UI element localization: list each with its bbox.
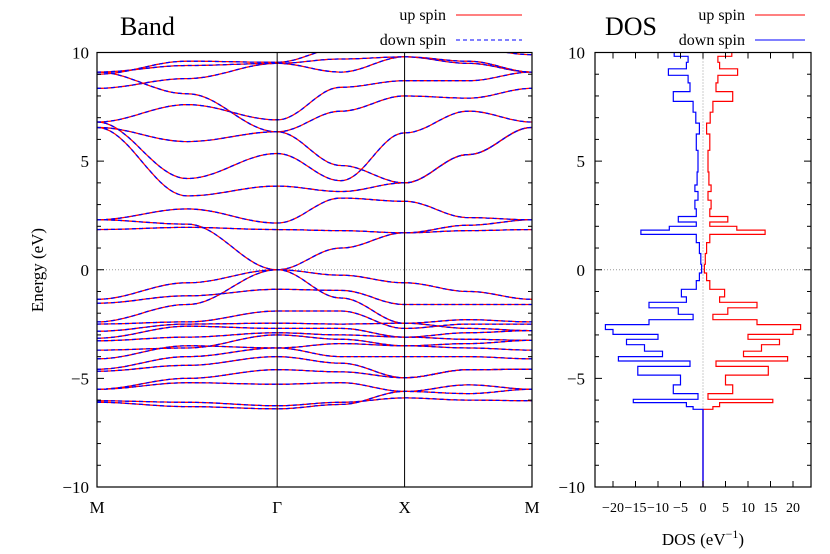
y-tick-label: −5 [567, 369, 585, 388]
y-tick-label: −10 [558, 478, 585, 497]
band-down-spin-6 [97, 71, 532, 123]
band-up-spin-4 [97, 110, 532, 182]
band-down-spin-25 [97, 388, 532, 410]
band-frame [96, 51, 533, 488]
band-up-spin-6 [97, 71, 532, 123]
band-title: Band [120, 12, 175, 41]
band-down-spin-1 [97, 219, 532, 271]
band-down-spin-0 [97, 226, 532, 234]
band-down-spin-2 [97, 197, 532, 224]
band-down-spin-12 [97, 288, 532, 306]
band-down-spin-3 [97, 126, 532, 197]
dos-title: DOS [605, 12, 657, 41]
band-up-spin-3 [97, 126, 532, 197]
band-down-spin-5 [97, 87, 532, 143]
k-label-3: M [524, 498, 539, 517]
x-tick-label: 10 [741, 501, 755, 516]
band-down-spin-21 [97, 355, 532, 379]
band-down-spin-22 [97, 368, 532, 390]
band-down-spin-23 [97, 382, 532, 393]
band-down-spin-9 [97, 71, 532, 184]
dos-xlabel-main: DOS (eV [662, 530, 726, 549]
dos-down-spin-line [604, 52, 704, 487]
band-up-spin-21 [97, 355, 532, 379]
y-tick-label: 5 [577, 152, 586, 171]
band-down-spin-20 [97, 347, 532, 370]
x-tick-label: −15 [625, 501, 647, 516]
dos-up-spin-line [702, 52, 802, 487]
band-legend-up-label: up spin [399, 7, 446, 24]
band-down-spin-17 [97, 332, 532, 342]
band-down-spin-16 [97, 325, 532, 339]
band-legend-down-label: down spin [380, 32, 446, 49]
band-down-spin-18 [97, 334, 532, 351]
y-tick-label: −5 [71, 369, 89, 388]
band-down-spin-11 [97, 269, 532, 300]
y-tick-label: 5 [81, 152, 90, 171]
band-down-spin-13 [97, 269, 532, 324]
k-label-0: M [89, 498, 104, 517]
band-down-spin-24 [97, 397, 532, 407]
dos-xlabel-sup: −1 [726, 527, 739, 541]
band-down-spin-4 [97, 110, 532, 182]
band-up-spin-5 [97, 87, 532, 143]
band-down-spin-19 [97, 342, 532, 360]
x-tick-label: 0 [700, 501, 707, 516]
y-axis-label: Energy (eV) [28, 228, 47, 312]
band-down-spin-10 [97, 52, 532, 75]
y-tick-label: 10 [568, 44, 585, 63]
y-tick-label: 0 [81, 261, 90, 280]
x-tick-label: 5 [722, 501, 729, 516]
dos-legend-down-label: down spin [679, 32, 745, 49]
dos-legend-up-label: up spin [698, 7, 745, 24]
dos-frame [594, 51, 812, 488]
dos-lines [595, 52, 811, 487]
y-tick-label: 10 [72, 44, 89, 63]
band-up-spin-11 [97, 269, 532, 300]
x-tick-label: 20 [786, 501, 800, 516]
x-tick-label: −10 [647, 501, 669, 516]
k-label-2: X [398, 498, 410, 517]
dos-x-axis-label: DOS (eV−1) [662, 527, 744, 549]
band-panel: Band up spin down spin Energy (eV) M Γ X M−… [28, 7, 540, 517]
band-up-spin-22 [97, 368, 532, 390]
x-tick-label: −5 [673, 501, 688, 516]
band-down-spin-8 [97, 56, 532, 73]
x-tick-label: 15 [764, 501, 778, 516]
dos-xlabel-close: ) [738, 530, 744, 549]
band-up-spin-9 [97, 71, 532, 184]
band-down-spin-15 [97, 322, 532, 332]
band-down-spin-7 [97, 56, 532, 89]
dos-panel: DOS up spin down spin DOS (eV−1) −20 −15−… [558, 7, 812, 549]
band-up-spin-14 [97, 310, 532, 330]
k-label-1: Γ [272, 498, 282, 517]
y-tick-label: −10 [62, 478, 89, 497]
band-lines [97, 52, 532, 410]
band-up-spin-10 [97, 52, 532, 75]
y-tick-label: 0 [577, 261, 586, 280]
band-up-spin-8 [97, 56, 532, 73]
x-tick-label: −20 [602, 501, 624, 516]
